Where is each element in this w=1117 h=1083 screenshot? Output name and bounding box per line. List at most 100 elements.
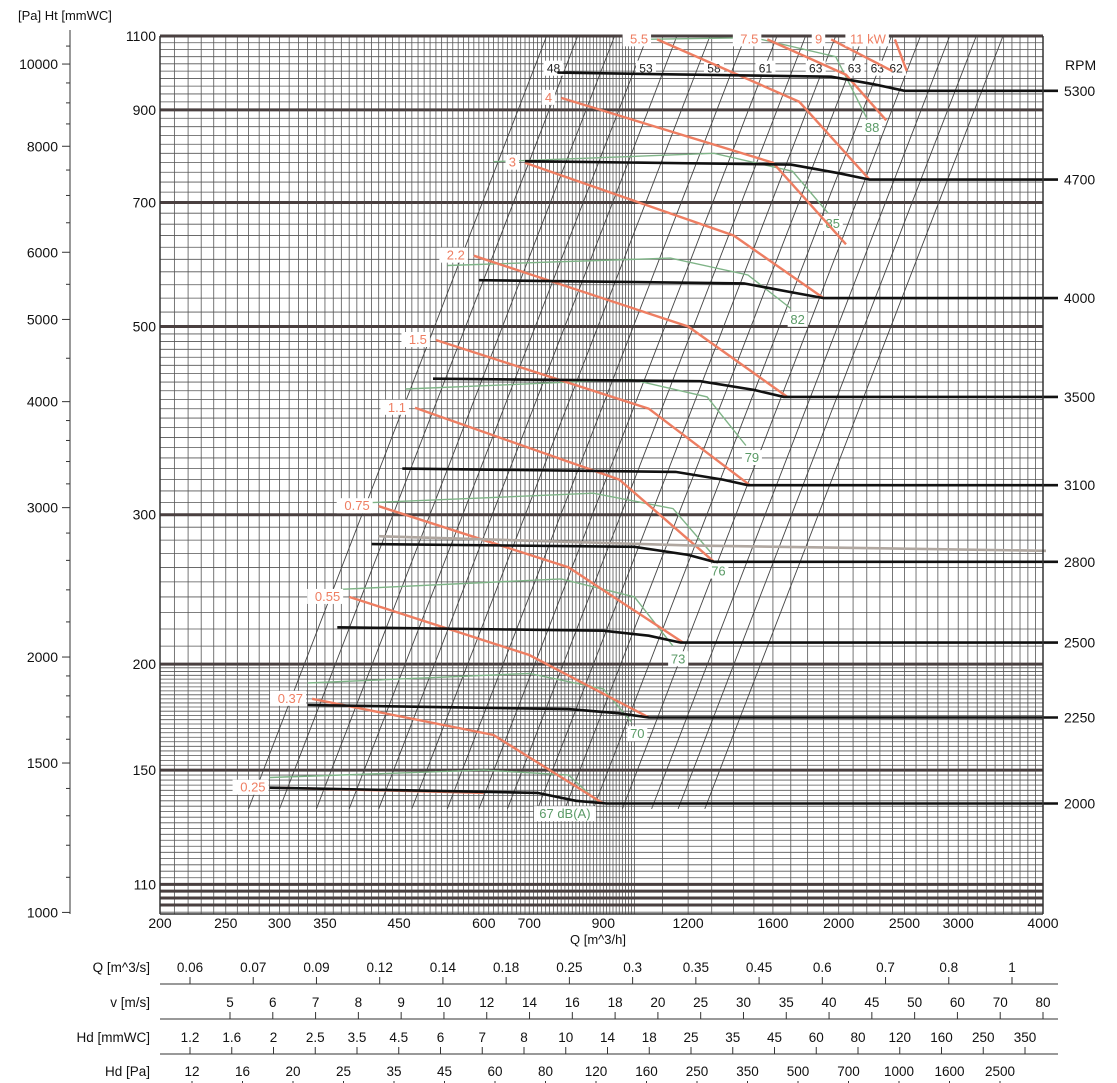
bottom-scale-label: 0.09 [303, 960, 329, 975]
power-label: 0.55 [315, 589, 340, 604]
bottom-scale-label: 500 [787, 1064, 810, 1079]
x-tick-label: 1600 [757, 915, 788, 931]
bottom-scale-label: 70 [993, 995, 1008, 1010]
bottom-scale-label: 80 [538, 1064, 553, 1079]
power-label: 5.5 [630, 31, 648, 46]
efficiency-line [564, 35, 864, 810]
efficiency-label: 61 [759, 62, 773, 76]
power-curve [414, 406, 715, 563]
bottom-scale-label: 120 [585, 1064, 608, 1079]
bottom-scale-label: 80 [850, 1030, 865, 1045]
bottom-scale-label: 8 [355, 995, 363, 1010]
noise-label: 76 [711, 564, 725, 579]
power-curve [766, 38, 888, 122]
rpm-label: 3100 [1064, 477, 1095, 493]
bottom-scale-label: 2.5 [306, 1030, 325, 1045]
power-label: 3 [509, 155, 516, 170]
efficiency-label-box [886, 60, 907, 76]
power-label: 2.2 [447, 248, 465, 263]
bottom-scale-label: 250 [972, 1030, 995, 1045]
bottom-scale-label: 0.45 [746, 960, 772, 975]
bottom-scale-label: 0.7 [876, 960, 895, 975]
power-label-box [380, 399, 409, 415]
power-label-box [307, 588, 344, 604]
efficiency-line [621, 35, 921, 810]
rpm-label: 2500 [1064, 635, 1095, 651]
power-curve [830, 38, 893, 73]
x-tick-label: 4000 [1027, 915, 1058, 931]
x-tick-label: 2500 [889, 915, 920, 931]
power-label-box [270, 690, 307, 706]
bottom-scale-label: 0.07 [240, 960, 266, 975]
y-mmwc-tick-label: 500 [133, 319, 157, 335]
efficiency-label-box [867, 60, 888, 76]
rpm-curve [557, 71, 1058, 93]
power-label: 9 [815, 31, 822, 46]
bottom-scale-label: 40 [822, 995, 837, 1010]
bottom-scale-label: 250 [686, 1064, 709, 1079]
rpm-curve [432, 377, 1058, 399]
x-tick-label: 200 [148, 915, 172, 931]
bottom-scale-label: 30 [736, 995, 751, 1010]
bottom-scale-label: 120 [888, 1030, 911, 1045]
power-curve [348, 595, 650, 719]
power-curve [473, 254, 788, 398]
bottom-scale-label: 1.6 [222, 1030, 241, 1045]
noise-label-box [668, 651, 689, 667]
bottom-scale-label: 35 [779, 995, 794, 1010]
noise-curve [493, 152, 829, 214]
bottom-scale-label: 350 [736, 1064, 759, 1079]
efficiency-line [378, 35, 678, 810]
bottom-scale-label: 0.18 [493, 960, 519, 975]
noise-curve [405, 378, 747, 446]
bottom-scale-label: 1 [1008, 960, 1016, 975]
power-label-box [622, 31, 652, 47]
rpm-label: 3500 [1064, 389, 1095, 405]
efficiency-line [446, 35, 746, 810]
power-label-box [845, 31, 889, 47]
bottom-scale-label: 700 [837, 1064, 860, 1079]
rpm-label: 4700 [1064, 172, 1095, 188]
noise-label: 67 dB(A) [539, 806, 590, 821]
y-pa-tick-label: 3000 [27, 500, 58, 516]
noise-curve [371, 492, 713, 554]
efficiency-line [677, 35, 977, 810]
frame [62, 30, 1044, 915]
bottom-scale-title: Hd [Pa] [105, 1064, 150, 1079]
noise-curve [447, 257, 792, 310]
bottom-scale-label: 12 [479, 995, 494, 1010]
bottom-scale-label: 18 [608, 995, 623, 1010]
bottom-scale-label: 9 [397, 995, 405, 1010]
noise-label: 70 [630, 726, 644, 741]
bottom-scale-label: 10 [558, 1030, 573, 1045]
rpm-curve [269, 786, 1058, 805]
noise-label-box [627, 726, 648, 742]
power-curve [656, 38, 871, 181]
efficiency-line [651, 35, 951, 810]
y-mmwc-tick-label: 200 [133, 656, 157, 672]
y-mmwc-tick-label: 1100 [126, 28, 156, 44]
bottom-scale-label: 35 [725, 1030, 740, 1045]
rpm-curve [524, 159, 1058, 181]
bottom-scale-label: 12 [184, 1064, 199, 1079]
bottom-scale-label: 25 [693, 995, 708, 1010]
y-pa-tick-label: 8000 [27, 138, 58, 154]
power-label-box [811, 31, 826, 47]
bottom-scale-label: 0.35 [683, 960, 709, 975]
rpm-label: 4000 [1064, 290, 1095, 306]
x-axis-title: Q [m^3/h] [570, 932, 626, 947]
tick-labels: 200 250 300 350 450 600 700 900 1200 1600 2000 2500… [19, 28, 1059, 931]
bottom-scale-label: 20 [650, 995, 665, 1010]
right-axis-title: RPM [1065, 57, 1096, 73]
bottom-scale-label: 8 [520, 1030, 528, 1045]
y-mmwc-tick-label: 900 [133, 102, 157, 118]
noise-curve [634, 36, 868, 119]
rpm-curve [478, 278, 1058, 300]
x-tick-label: 700 [518, 915, 542, 931]
y-mmwc-tick-label: 150 [133, 762, 157, 778]
rpm-curve [402, 467, 1058, 487]
y-mmwc-tick-label: 110 [134, 876, 157, 892]
rpm-curve [337, 626, 1058, 644]
bottom-scales: Q [m^3/s] 0.06 0.07 0.09 0.12 0.14 0.18 0.25 0.3… [77, 960, 1058, 1083]
x-tick-label: 450 [387, 915, 411, 931]
